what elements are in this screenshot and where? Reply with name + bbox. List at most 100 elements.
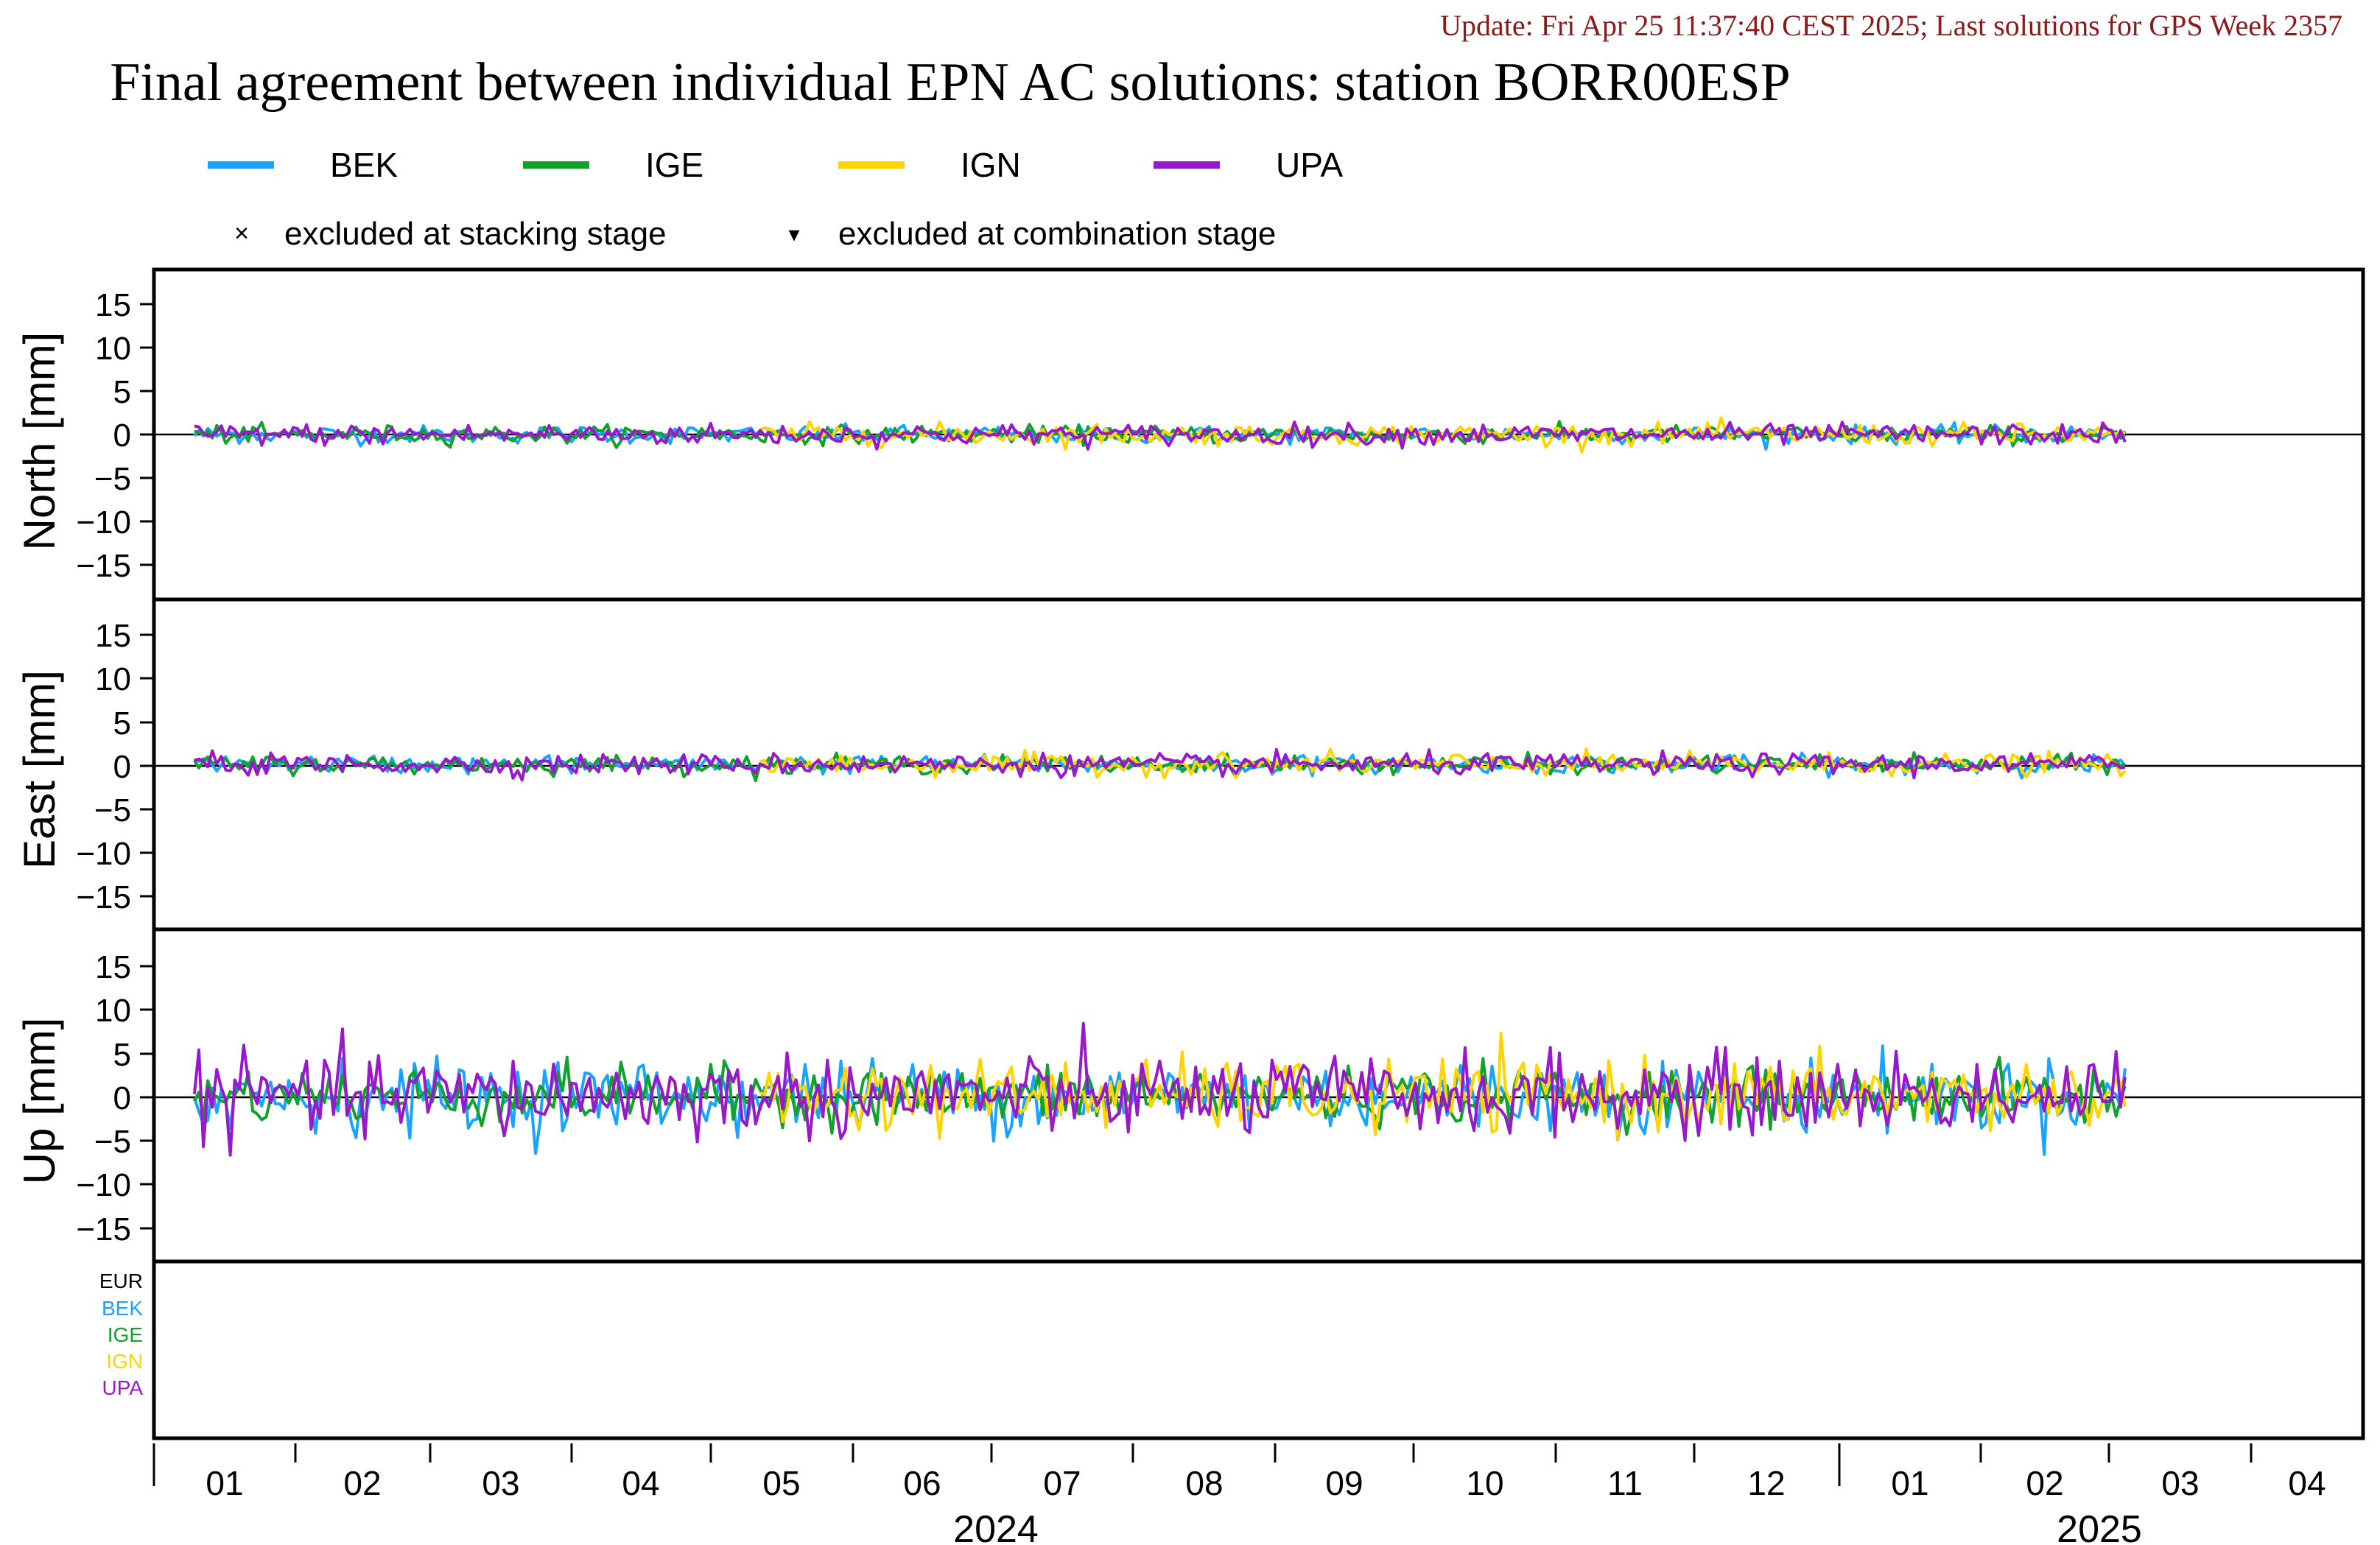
legend-label-bek: BEK xyxy=(330,146,398,184)
y-tick: 10 xyxy=(95,993,154,1029)
x-month-label: 12 xyxy=(1747,1464,1785,1502)
contrib-label-ign: IGN xyxy=(106,1350,143,1373)
y-tick: 15 xyxy=(95,618,154,654)
y-tick-label: 5 xyxy=(113,705,131,742)
y-tick-label: 10 xyxy=(95,993,131,1029)
panel-east-series xyxy=(193,747,2127,783)
x-month-label: 02 xyxy=(343,1464,381,1502)
y-tick: 0 xyxy=(113,418,154,454)
x-axis: 01 02 03 04 05 06 07 08 09 10 11 12 01 0… xyxy=(152,1443,2326,1545)
x-year-label-2025: 2025 xyxy=(2057,1508,2142,1545)
legend-label-ige: IGE xyxy=(645,146,703,184)
y-tick-label: 15 xyxy=(95,287,131,323)
y-tick-label: 0 xyxy=(113,1080,131,1116)
y-tick: −5 xyxy=(94,461,154,497)
panel-north-series xyxy=(193,416,2127,454)
y-tick-label: 5 xyxy=(113,374,131,410)
x-month-label: 04 xyxy=(622,1464,659,1502)
y-tick: −10 xyxy=(76,836,154,872)
legend-label-ign: IGN xyxy=(961,146,1021,184)
y-tick-label: 0 xyxy=(113,749,131,785)
panel-east: East [mm] 15 10 5 0 −5 −10 −15 xyxy=(15,597,2365,932)
y-tick: 10 xyxy=(95,661,154,697)
y-tick-label: −10 xyxy=(76,836,131,872)
series-line-up-upa xyxy=(192,1021,2127,1157)
y-tick: −5 xyxy=(94,1124,154,1160)
y-tick-label: −15 xyxy=(76,548,131,584)
legend-marker-combination-label: excluded at combination stage xyxy=(838,216,1276,252)
panel-contrib-frame xyxy=(152,1259,2365,1440)
x-month-label: 06 xyxy=(903,1464,941,1502)
x-year-label-2024: 2024 xyxy=(953,1508,1039,1545)
x-month-label: 07 xyxy=(1043,1464,1081,1502)
y-tick-label: −5 xyxy=(94,1124,131,1160)
panel-up-series xyxy=(192,1021,2127,1157)
x-month-label: 11 xyxy=(1607,1464,1643,1502)
y-tick: 10 xyxy=(95,331,154,367)
y-tick: 0 xyxy=(113,1080,154,1116)
update-text: Update: Fri Apr 25 11:37:40 CEST 2025; L… xyxy=(1440,9,2342,42)
contrib-label-bek: BEK xyxy=(102,1297,143,1320)
panel-up-ylabel: Up [mm] xyxy=(15,1018,64,1185)
y-tick-label: 10 xyxy=(95,661,131,697)
series-line-east-upa xyxy=(194,747,2126,782)
series-line-up-ign xyxy=(759,1031,2127,1141)
y-tick: −15 xyxy=(76,548,154,584)
y-tick: 5 xyxy=(113,1037,154,1073)
y-tick-label: 5 xyxy=(113,1037,131,1073)
y-tick: 15 xyxy=(95,949,154,985)
y-tick-label: −5 xyxy=(94,792,131,828)
y-tick: 15 xyxy=(95,287,154,323)
contrib-label-eur: EUR xyxy=(99,1270,143,1292)
y-tick: 5 xyxy=(113,374,154,410)
chart-title: Final agreement between individual EPN A… xyxy=(110,52,1791,113)
x-month-label: 01 xyxy=(206,1464,243,1502)
x-month-label: 01 xyxy=(1891,1464,1928,1502)
legend-marker-stacking-label: excluded at stacking stage xyxy=(284,216,667,252)
y-tick-label: −15 xyxy=(76,879,131,915)
x-month-label: 03 xyxy=(2161,1464,2199,1502)
x-month-label: 02 xyxy=(2026,1464,2063,1502)
legend-item-ign: IGN xyxy=(838,146,1021,184)
legend-item-bek: BEK xyxy=(208,146,398,184)
y-tick: −10 xyxy=(76,504,154,541)
contrib-label-ige: IGE xyxy=(108,1323,143,1346)
y-tick: 5 xyxy=(113,705,154,742)
panel-contrib: EUR BEK IGE IGN UPA xyxy=(99,1259,2365,1440)
legend-marker-cross-icon: × xyxy=(234,219,249,247)
y-tick: −5 xyxy=(94,792,154,828)
legend: BEK IGE IGN UPA × excluded at stacking s… xyxy=(208,146,1343,252)
panel-north: North [mm] 15 10 5 0 −5 −10 −15 xyxy=(15,267,2365,602)
legend-item-ige: IGE xyxy=(523,146,703,184)
y-tick-label: 10 xyxy=(95,331,131,367)
legend-item-upa: UPA xyxy=(1154,146,1343,184)
y-tick: −15 xyxy=(76,879,154,915)
panel-up-yticks: 15 10 5 0 −5 −10 −15 xyxy=(76,949,154,1247)
x-month-label: 03 xyxy=(482,1464,519,1502)
y-tick-label: 15 xyxy=(95,618,131,654)
y-tick: −10 xyxy=(76,1167,154,1203)
y-tick-label: −10 xyxy=(76,1167,131,1203)
x-month-label: 10 xyxy=(1466,1464,1503,1502)
x-month-label: 08 xyxy=(1185,1464,1223,1502)
panel-east-ylabel: East [mm] xyxy=(15,670,64,869)
legend-marker-triangle-icon: ▾ xyxy=(788,222,799,247)
contrib-label-upa: UPA xyxy=(102,1376,144,1399)
panel-up: Up [mm] 15 10 5 0 −5 −10 −15 xyxy=(15,927,2365,1264)
panel-east-yticks: 15 10 5 0 −5 −10 −15 xyxy=(76,618,154,915)
y-tick-label: 0 xyxy=(113,418,131,454)
y-tick-label: −5 xyxy=(94,461,131,497)
panel-north-yticks: 15 10 5 0 −5 −10 −15 xyxy=(76,287,154,584)
panel-north-ylabel: North [mm] xyxy=(15,332,64,551)
y-tick-label: −15 xyxy=(76,1211,131,1247)
y-tick-label: −10 xyxy=(76,504,131,541)
y-tick: 0 xyxy=(113,749,154,785)
series-line-north-upa xyxy=(194,420,2127,451)
y-tick: −15 xyxy=(76,1211,154,1247)
y-tick-label: 15 xyxy=(95,949,131,985)
x-month-label: 05 xyxy=(762,1464,800,1502)
x-month-label: 09 xyxy=(1325,1464,1363,1502)
legend-label-upa: UPA xyxy=(1276,146,1343,184)
x-month-label: 04 xyxy=(2288,1464,2325,1502)
